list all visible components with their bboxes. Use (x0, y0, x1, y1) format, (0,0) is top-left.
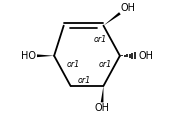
Text: or1: or1 (94, 35, 107, 44)
Text: HO: HO (21, 51, 36, 61)
Text: OH: OH (121, 3, 136, 13)
Text: or1: or1 (98, 59, 111, 68)
Text: OH: OH (138, 51, 153, 61)
Polygon shape (37, 54, 54, 57)
Text: or1: or1 (78, 76, 91, 85)
Polygon shape (104, 12, 121, 26)
Text: or1: or1 (67, 59, 80, 68)
Polygon shape (101, 86, 104, 103)
Text: OH: OH (95, 104, 110, 113)
